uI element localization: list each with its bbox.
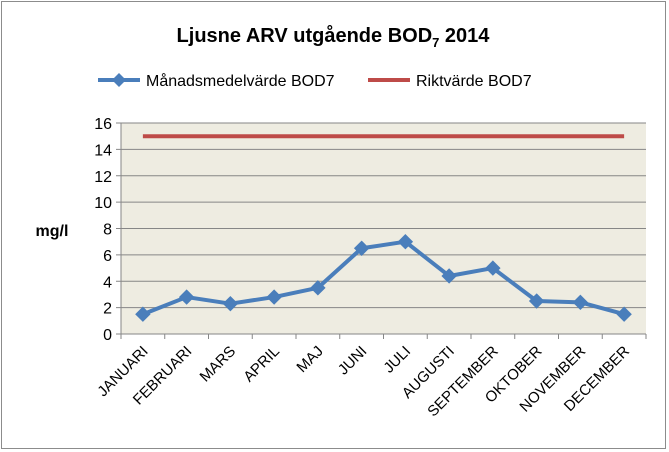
data-point (528, 293, 545, 309)
data-point (135, 306, 151, 322)
data-point (397, 233, 414, 250)
chart-title-subscript: 7 (432, 35, 439, 50)
data-point (266, 289, 282, 305)
y-tick-label: 4 (103, 274, 112, 291)
gridlines (121, 122, 646, 309)
x-tick-label: APRIL (240, 343, 283, 386)
legend-marker (112, 73, 126, 87)
data-point (353, 240, 370, 256)
series-group (135, 134, 632, 322)
chart-title-main: Ljusne ARV utgående BOD (177, 24, 433, 47)
y-axis-label: mg/l (36, 223, 69, 240)
legend-label: Månadsmedelvärde BOD7 (146, 72, 335, 90)
legend: Månadsmedelvärde BOD7 Riktvärde BOD7 (98, 72, 532, 90)
data-point (310, 280, 326, 296)
axes (120, 123, 646, 335)
y-tick-label: 6 (103, 248, 112, 265)
legend-entry: Riktvärde BOD7 (368, 73, 532, 90)
y-axis-ticks: 0 2 4 6 8 10 12 14 16 (94, 116, 121, 344)
legend-label: Riktvärde BOD7 (416, 73, 532, 90)
x-tick-label: JULI (380, 343, 414, 377)
x-tick-label: MAJ (293, 343, 326, 376)
y-tick-label: 2 (103, 301, 112, 318)
y-tick-label: 0 (103, 327, 112, 344)
chart-title: Ljusne ARV utgående BOD7 2014 (177, 24, 491, 50)
data-point (178, 289, 195, 305)
data-point (485, 260, 501, 276)
y-tick-label: 16 (94, 116, 112, 133)
x-tick-label: MARS (197, 343, 240, 386)
chart-title-suffix: 2014 (439, 25, 490, 47)
data-point (222, 295, 239, 312)
y-tick-label: 8 (103, 222, 112, 239)
legend-entry: Månadsmedelvärde BOD7 (98, 72, 335, 90)
data-point (616, 306, 632, 322)
y-tick-label: 14 (94, 142, 112, 159)
y-tick-label: 10 (94, 195, 112, 212)
y-tick-label: 12 (94, 169, 112, 186)
x-tick-label: JUNI (335, 343, 371, 379)
data-point (572, 294, 589, 311)
data-point (441, 268, 457, 284)
series-1 (135, 233, 632, 322)
